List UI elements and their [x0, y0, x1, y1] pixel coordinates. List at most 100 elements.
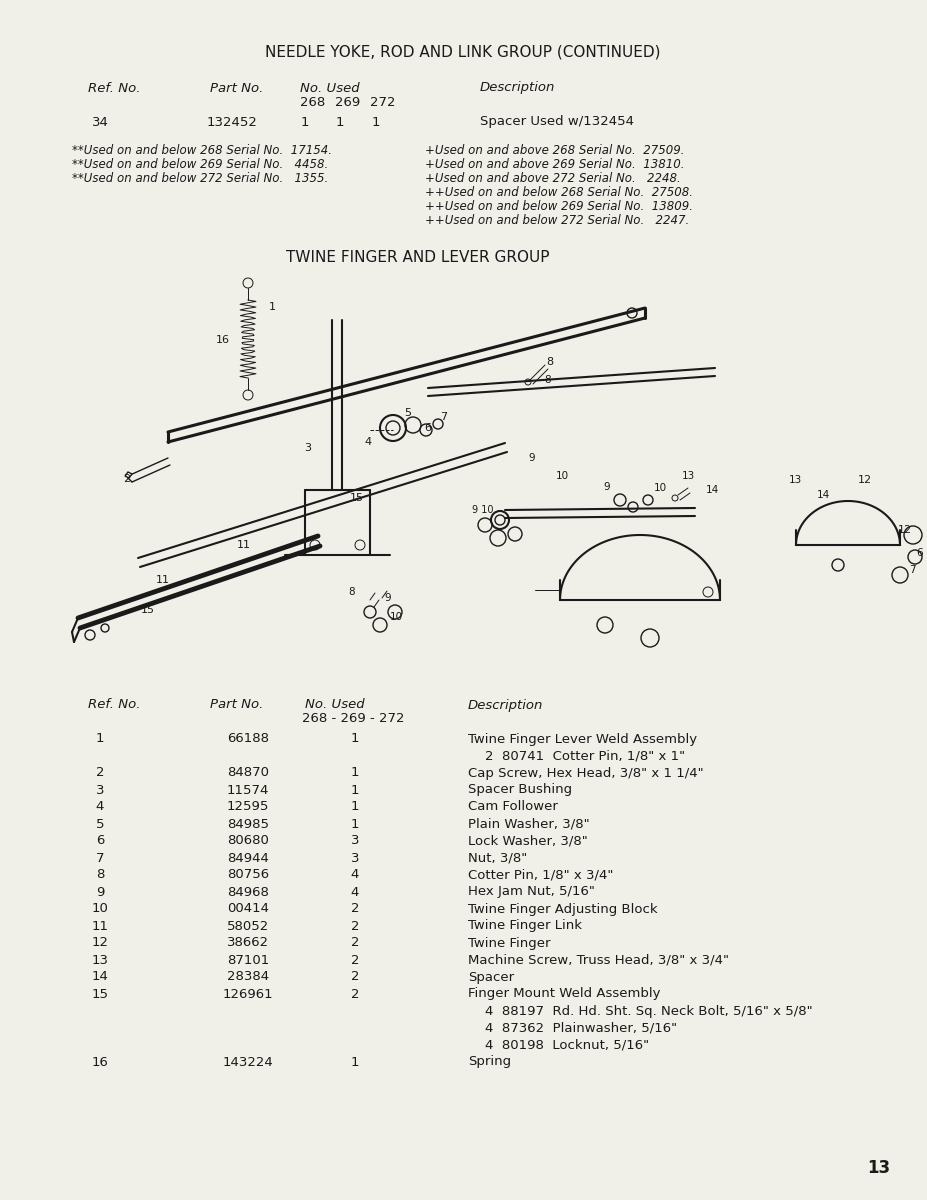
Text: 1: 1 — [95, 732, 104, 745]
Text: Description: Description — [480, 82, 555, 95]
Text: Cap Screw, Hex Head, 3/8" x 1 1/4": Cap Screw, Hex Head, 3/8" x 1 1/4" — [468, 767, 704, 780]
Text: 3: 3 — [350, 852, 360, 864]
Text: 1: 1 — [350, 800, 360, 814]
Text: 10: 10 — [92, 902, 108, 916]
Text: 7: 7 — [95, 852, 104, 864]
Text: 00414: 00414 — [227, 902, 269, 916]
Text: 6: 6 — [425, 422, 431, 433]
Text: 3: 3 — [304, 443, 311, 452]
Text: 2: 2 — [350, 936, 360, 949]
Text: 1: 1 — [372, 115, 380, 128]
Text: 13: 13 — [681, 470, 694, 481]
Text: 11: 11 — [156, 575, 170, 584]
Text: 8: 8 — [349, 587, 355, 596]
Text: No. Used: No. Used — [305, 698, 364, 712]
Text: 5: 5 — [404, 408, 412, 418]
Text: 12595: 12595 — [227, 800, 269, 814]
Text: 80680: 80680 — [227, 834, 269, 847]
Text: Spacer Used w/132454: Spacer Used w/132454 — [480, 115, 634, 128]
Text: 6: 6 — [917, 548, 923, 558]
Text: 58052: 58052 — [227, 919, 269, 932]
Text: Nut, 3/8": Nut, 3/8" — [468, 852, 527, 864]
Text: 2: 2 — [350, 954, 360, 966]
Text: 8: 8 — [545, 374, 552, 385]
Text: Hex Jam Nut, 5/16": Hex Jam Nut, 5/16" — [468, 886, 595, 899]
Text: 1: 1 — [350, 767, 360, 780]
Text: 10: 10 — [555, 470, 568, 481]
Text: 84968: 84968 — [227, 886, 269, 899]
Text: 15: 15 — [141, 605, 155, 614]
Text: Twine Finger: Twine Finger — [468, 936, 551, 949]
Text: 66188: 66188 — [227, 732, 269, 745]
Text: 14: 14 — [817, 490, 830, 500]
Text: 2  80741  Cotter Pin, 1/8" x 1": 2 80741 Cotter Pin, 1/8" x 1" — [468, 750, 685, 762]
Text: 84944: 84944 — [227, 852, 269, 864]
Text: 11: 11 — [237, 540, 251, 550]
Text: 12: 12 — [92, 936, 108, 949]
Text: 14: 14 — [705, 485, 718, 494]
Text: NEEDLE YOKE, ROD AND LINK GROUP (CONTINUED): NEEDLE YOKE, ROD AND LINK GROUP (CONTINU… — [265, 44, 661, 60]
Text: **Used on and below 268 Serial No.  17154.: **Used on and below 268 Serial No. 17154… — [72, 144, 332, 156]
Text: 9: 9 — [528, 452, 535, 463]
Text: 12: 12 — [898, 526, 912, 535]
Text: 1: 1 — [350, 817, 360, 830]
Text: Ref. No.: Ref. No. — [88, 698, 141, 712]
Text: Twine Finger Lever Weld Assembly: Twine Finger Lever Weld Assembly — [468, 732, 697, 745]
Text: 126961: 126961 — [222, 988, 273, 1001]
Text: 1: 1 — [300, 115, 310, 128]
Text: 11574: 11574 — [227, 784, 269, 797]
Text: +Used on and above 272 Serial No.   2248.: +Used on and above 272 Serial No. 2248. — [425, 172, 680, 185]
Text: Twine Finger Link: Twine Finger Link — [468, 919, 582, 932]
Text: 2: 2 — [350, 971, 360, 984]
Text: 2: 2 — [350, 902, 360, 916]
Text: 268 - 269 - 272: 268 - 269 - 272 — [302, 713, 404, 726]
Text: 10: 10 — [389, 612, 402, 622]
Text: 2: 2 — [350, 919, 360, 932]
Text: ++Used on and below 269 Serial No.  13809.: ++Used on and below 269 Serial No. 13809… — [425, 199, 693, 212]
Text: 34: 34 — [92, 115, 108, 128]
Text: 7: 7 — [440, 412, 448, 422]
Text: 9: 9 — [95, 886, 104, 899]
Text: Cotter Pin, 1/8" x 3/4": Cotter Pin, 1/8" x 3/4" — [468, 869, 614, 882]
Text: 15: 15 — [350, 493, 364, 503]
Text: Spacer: Spacer — [468, 971, 514, 984]
Text: No. Used: No. Used — [300, 82, 360, 95]
Text: 1: 1 — [350, 1056, 360, 1068]
Text: 13: 13 — [92, 954, 108, 966]
Text: 4  88197  Rd. Hd. Sht. Sq. Neck Bolt, 5/16" x 5/8": 4 88197 Rd. Hd. Sht. Sq. Neck Bolt, 5/16… — [468, 1004, 813, 1018]
Text: Part No.: Part No. — [210, 82, 263, 95]
Text: 8: 8 — [546, 358, 553, 367]
Text: Machine Screw, Truss Head, 3/8" x 3/4": Machine Screw, Truss Head, 3/8" x 3/4" — [468, 954, 729, 966]
Text: 1: 1 — [269, 302, 275, 312]
Text: 38662: 38662 — [227, 936, 269, 949]
Text: Twine Finger Adjusting Block: Twine Finger Adjusting Block — [468, 902, 657, 916]
Text: 4: 4 — [95, 800, 104, 814]
Polygon shape — [125, 472, 132, 478]
Text: 9: 9 — [603, 482, 610, 492]
Text: Spacer Bushing: Spacer Bushing — [468, 784, 572, 797]
Text: Cam Follower: Cam Follower — [468, 800, 558, 814]
Text: 2: 2 — [95, 767, 104, 780]
Text: TWINE FINGER AND LEVER GROUP: TWINE FINGER AND LEVER GROUP — [286, 251, 550, 265]
Text: Plain Washer, 3/8": Plain Washer, 3/8" — [468, 817, 590, 830]
Text: 80756: 80756 — [227, 869, 269, 882]
Text: 272: 272 — [370, 96, 396, 109]
Text: 12: 12 — [857, 475, 872, 485]
Text: 1: 1 — [350, 784, 360, 797]
Text: 4: 4 — [364, 437, 372, 446]
Text: 268: 268 — [300, 96, 325, 109]
Text: 132452: 132452 — [207, 115, 258, 128]
Text: 13: 13 — [867, 1159, 890, 1177]
Text: 8: 8 — [95, 869, 104, 882]
Text: 4  80198  Locknut, 5/16": 4 80198 Locknut, 5/16" — [468, 1038, 649, 1051]
Text: 5: 5 — [95, 817, 104, 830]
Text: +Used on and above 268 Serial No.  27509.: +Used on and above 268 Serial No. 27509. — [425, 144, 684, 156]
Text: +Used on and above 269 Serial No.  13810.: +Used on and above 269 Serial No. 13810. — [425, 157, 684, 170]
Text: Part No.: Part No. — [210, 698, 263, 712]
Text: 84870: 84870 — [227, 767, 269, 780]
Text: 87101: 87101 — [227, 954, 269, 966]
Text: Description: Description — [468, 698, 543, 712]
Text: 84985: 84985 — [227, 817, 269, 830]
Text: Finger Mount Weld Assembly: Finger Mount Weld Assembly — [468, 988, 661, 1001]
Text: 16: 16 — [216, 335, 230, 346]
